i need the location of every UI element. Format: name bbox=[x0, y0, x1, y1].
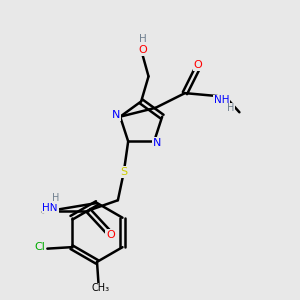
Text: H: H bbox=[139, 34, 146, 44]
Text: N: N bbox=[112, 110, 120, 120]
Text: Cl: Cl bbox=[34, 242, 45, 252]
Text: O: O bbox=[138, 45, 147, 55]
Text: NH: NH bbox=[214, 95, 230, 106]
Text: O: O bbox=[106, 230, 115, 240]
Text: H: H bbox=[52, 193, 60, 203]
Text: O: O bbox=[194, 60, 203, 70]
Text: H: H bbox=[227, 103, 234, 113]
Text: S: S bbox=[120, 167, 127, 177]
Text: CH₃: CH₃ bbox=[92, 284, 110, 293]
Text: HN: HN bbox=[42, 202, 58, 213]
Text: N: N bbox=[153, 138, 161, 148]
